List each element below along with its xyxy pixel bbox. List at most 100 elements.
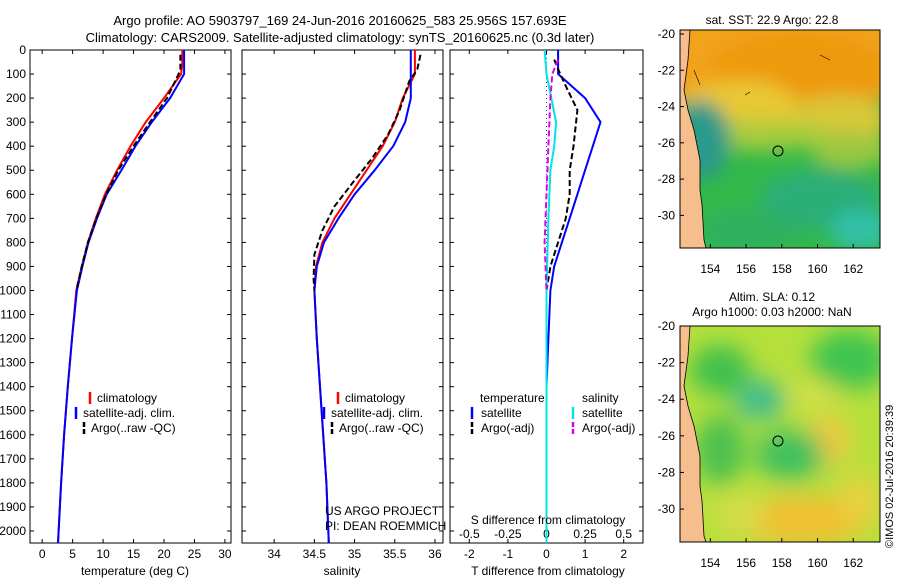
depth-tick-label: 0 [19,43,26,57]
x-tick-label: 20 [157,547,171,561]
legend-climatology-label: climatology [97,391,157,405]
depth-tick-label: 1200 [0,332,26,346]
temperature-axis-label: temperature (deg C) [81,564,189,578]
sst-map-title: sat. SST: 22.9 Argo: 22.8 [706,13,839,27]
x-tick-label: 35.5 [383,547,407,561]
depth-tick-label: 1600 [0,428,26,442]
series-argo-raw-qc [312,54,422,291]
x-tick-label: 34.5 [303,547,327,561]
project-annotation-line2: PI: DEAN ROEMMICH [325,519,446,533]
australia-coastline [680,326,707,542]
map-lon-label: 156 [736,262,756,276]
depth-tick-label: 900 [6,259,26,273]
depth-tick-label: 300 [6,115,26,129]
top-tick-label: 0.5 [615,527,632,541]
map-lon-label: 160 [807,262,827,276]
map-lon-label: 156 [736,556,756,570]
temperature-plot: 0 5 10 15 20 25 30 [39,50,232,561]
sla-map-axes: 154 156 158 160 162 -20 -22 -24 -26 -28 -30 [658,319,864,570]
x-tick-label: -2 [464,547,475,561]
sst-map-axes: 154 156 158 160 162 -20 -22 -24 -26 -28 -30 [658,27,864,276]
sla-map [680,326,880,542]
legend-climatology-label: climatology [345,391,405,405]
map-lon-label: 160 [807,556,827,570]
depth-tick-label: 1100 [0,308,26,322]
map-lon-label: 162 [843,262,863,276]
figure-title-line2: Climatology: CARS2009. Satellite-adjuste… [86,30,595,45]
depth-tick-label: 700 [6,211,26,225]
depth-axis: 0 100 200 300 400 500 600 700 800 900 1000 1100 1200… [0,43,643,538]
difference-legend: temperature salinity satellite Argo(-adj… [471,391,636,527]
depth-tick-label: 1700 [0,452,26,466]
map-lat-label: -24 [658,100,676,114]
legend-t-argo-label: Argo(-adj) [481,421,534,435]
salinity-diff-axis-title: S difference from climatology [471,513,626,527]
x-tick-label: 34 [267,547,281,561]
series-satellite-adj-clim [313,50,412,543]
x-tick-label: 1 [582,547,589,561]
legend-temperature-title: temperature [480,391,545,405]
depth-tick-label: 1000 [0,283,26,297]
depth-tick-label: 1500 [0,404,26,418]
top-tick-label: 0.25 [573,527,597,541]
legend-argo-label: Argo(..raw -QC) [339,421,424,435]
map-lat-label: -30 [658,502,676,516]
x-tick-label: 0 [543,547,550,561]
series-temperature-argo-adj [545,59,579,291]
map-lon-label: 158 [772,262,792,276]
x-tick-label: 15 [127,547,141,561]
salinity-plot: 34 34.5 35 35.5 36 [267,50,442,561]
series-group [57,50,186,543]
map-lat-label: -30 [658,208,676,222]
argo-float-marker [772,145,784,157]
map-lat-label: -28 [658,465,676,479]
map-lon-label: 154 [700,556,720,570]
sst-map [680,30,880,248]
argo-float-marker [772,435,784,447]
legend-argo-label: Argo(..raw -QC) [91,421,176,435]
legend-satellite-label: satellite-adj. clim. [331,406,423,420]
depth-tick-label: 600 [6,187,26,201]
legend-salinity-title: salinity [582,391,619,405]
salinity-legend: climatology satellite-adj. clim. Argo(..… [322,391,446,533]
depth-tick-label: 1400 [0,380,26,394]
series-salinity-argo-adj [543,59,560,291]
temperature-diff-axis-label: T difference from climatology [471,564,625,578]
x-tick-label: 30 [218,547,232,561]
map-lat-label: -22 [658,356,676,370]
depth-tick-label: 500 [6,163,26,177]
depth-tick-label: 1800 [0,476,26,490]
map-lat-label: -26 [658,429,676,443]
map-lat-label: -26 [658,136,676,150]
depth-tick-label: 1300 [0,356,26,370]
top-tick-label: -0.25 [494,527,522,541]
map-lon-label: 158 [772,556,792,570]
map-lat-label: -28 [658,172,676,186]
map-lat-label: -24 [658,392,676,406]
map-lon-label: 162 [843,556,863,570]
sla-map-frame [679,325,881,543]
map-lat-label: -22 [658,63,676,77]
legend-s-argo-label: Argo(-adj) [582,421,635,435]
legend-t-satellite-label: satellite [481,406,522,420]
project-annotation-line1: US ARGO PROJECT [325,504,440,518]
x-tick-label: 10 [96,547,110,561]
x-tick-label: 5 [69,547,76,561]
depth-tick-label: 2000 [0,524,26,538]
x-tick-label: -1 [503,547,514,561]
x-tick-label: 35 [348,547,362,561]
temperature-plot-frame [29,49,232,544]
australia-coastline [680,30,707,248]
series-climatology [313,50,416,543]
depth-tick-label: 400 [6,139,26,153]
temperature-legend: climatology satellite-adj. clim. Argo(..… [74,391,176,435]
salinity-axis-label: salinity [324,564,361,578]
difference-plot: -2 -1 0 1 2-0.5 -0.25 0 0.25 0.5 [459,50,632,561]
legend-satellite-label: satellite-adj. clim. [83,406,175,420]
depth-tick-label: 800 [6,235,26,249]
series-group [312,50,422,543]
map-lat-label: -20 [658,319,676,333]
figure-title-line1: Argo profile: AO 5903797_169 24-Jun-2016… [113,13,567,28]
depth-tick-label: 1900 [0,500,26,514]
